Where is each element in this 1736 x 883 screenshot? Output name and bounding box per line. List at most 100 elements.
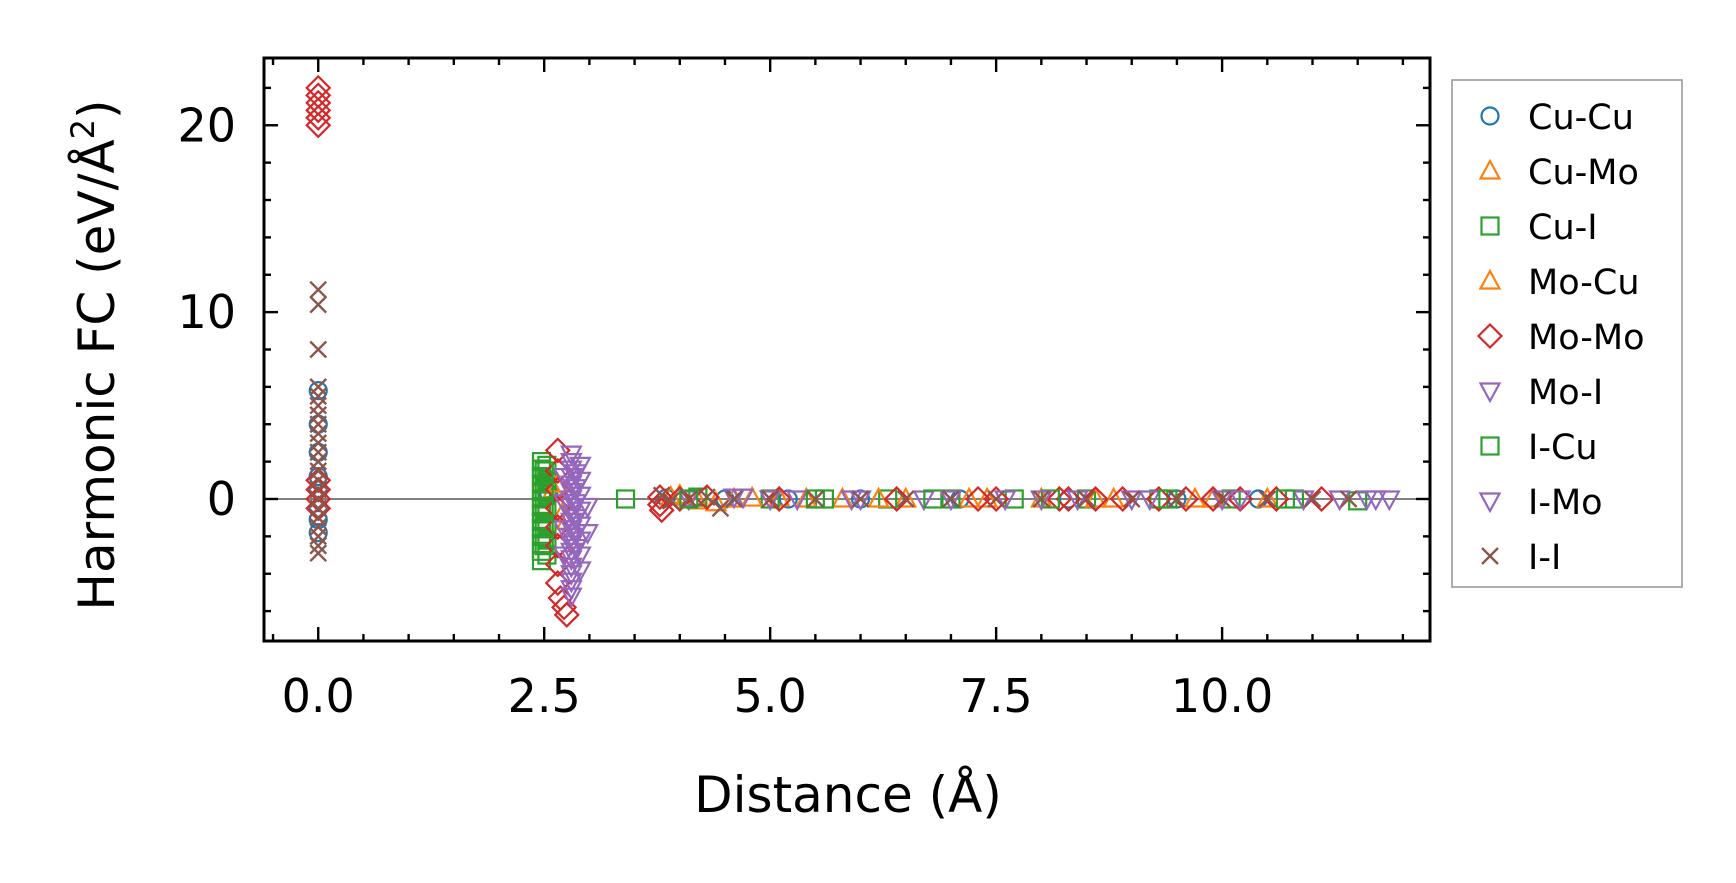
series-cu-i	[531, 452, 1368, 571]
data-point	[722, 488, 746, 510]
series-i-cu	[534, 461, 1295, 556]
data-point	[309, 406, 328, 424]
legend: Cu-Cu Cu-Mo Cu-I Mo-Cu Mo-Mo Mo-I I-Cu I-Mo I-I	[1451, 79, 1683, 588]
data-point	[537, 455, 557, 475]
data-point	[564, 538, 588, 560]
legend-marker	[1481, 547, 1499, 565]
data-point	[740, 485, 764, 507]
data-point	[559, 482, 583, 504]
legend-label: I-Mo	[1528, 483, 1603, 523]
data-point	[1258, 490, 1277, 508]
data-point	[305, 74, 332, 101]
data-point	[559, 542, 583, 564]
legend-marker	[1478, 158, 1502, 180]
data-point	[983, 485, 1010, 513]
legend-marker	[1478, 382, 1502, 404]
data-point	[309, 280, 328, 299]
series-cu-cu	[308, 381, 1268, 543]
data-point	[648, 497, 675, 524]
data-point	[1275, 489, 1295, 509]
data-point	[987, 490, 1005, 508]
data-point	[305, 467, 332, 494]
data-point	[564, 509, 588, 530]
legend-marker	[1480, 216, 1500, 236]
y-axis-title: Harmonic FC (eV/Å2)	[64, 99, 126, 610]
legend-frame	[1451, 79, 1683, 588]
data-point	[1210, 490, 1234, 512]
data-point	[1263, 485, 1290, 513]
data-point	[576, 524, 599, 545]
data-point	[758, 490, 782, 512]
legend-label: Cu-I	[1528, 208, 1598, 248]
data-point	[1364, 490, 1388, 512]
data-point	[559, 460, 583, 482]
legend-marker	[1476, 322, 1504, 350]
y-tick-label: 0	[207, 472, 236, 526]
legend-label: Cu-Cu	[1528, 98, 1634, 138]
data-point	[534, 480, 554, 500]
legend-marker	[1478, 268, 1502, 290]
data-point	[564, 494, 588, 516]
data-point	[534, 461, 554, 481]
series-mo-i	[552, 445, 1401, 609]
data-point	[559, 527, 583, 549]
data-point	[564, 464, 588, 486]
data-point	[867, 486, 890, 508]
data-point	[1292, 490, 1315, 512]
data-point	[559, 572, 583, 594]
data-point	[309, 340, 328, 359]
data-point	[309, 499, 328, 518]
data-point	[785, 490, 809, 512]
legend-item: I-Cu	[1480, 428, 1598, 468]
y-axis-title-end: )	[68, 99, 126, 119]
x-axis-title: Distance (Å)	[694, 766, 1002, 824]
data-point	[1183, 486, 1207, 508]
data-point	[1077, 490, 1096, 508]
y-tick-label: 10	[177, 285, 236, 339]
data-point	[679, 490, 698, 508]
data-point	[305, 112, 332, 139]
legend-label: Mo-Mo	[1528, 318, 1645, 358]
data-point	[679, 489, 699, 509]
data-point	[308, 523, 328, 543]
legend-item: Cu-I	[1480, 208, 1598, 248]
data-point	[993, 490, 1017, 512]
data-point	[883, 485, 910, 513]
data-point	[576, 497, 599, 519]
data-point	[975, 486, 999, 508]
x-tick-label: 7.5	[960, 669, 1033, 723]
legend-label: I-Cu	[1528, 428, 1598, 468]
data-point	[1120, 490, 1144, 512]
series-i-i	[309, 280, 1358, 563]
data-point	[1032, 490, 1051, 508]
y-axis-title-main: Harmonic FC (eV/Å	[68, 139, 126, 610]
data-point	[761, 490, 780, 508]
data-point	[942, 490, 960, 508]
legend-item: I-I	[1481, 538, 1561, 578]
data-point	[1138, 490, 1162, 512]
data-point	[1200, 485, 1227, 513]
data-point	[725, 490, 743, 508]
data-point	[939, 490, 963, 512]
data-points	[305, 74, 1401, 628]
data-point	[559, 580, 583, 601]
data-point	[305, 89, 332, 116]
data-point	[1328, 490, 1351, 512]
data-point	[305, 104, 332, 131]
data-point	[1213, 490, 1231, 508]
plot-frame	[262, 56, 1432, 643]
legend-item: I-Mo	[1478, 483, 1603, 523]
data-point	[559, 587, 583, 609]
data-point	[559, 512, 583, 534]
data-point	[305, 485, 332, 513]
series-i-mo	[564, 464, 1388, 560]
data-point	[711, 499, 730, 518]
data-point	[1122, 490, 1141, 508]
data-point	[1109, 485, 1136, 513]
data-point	[1145, 485, 1172, 513]
data-point	[806, 490, 825, 508]
data-point	[309, 415, 328, 434]
data-point	[564, 524, 588, 545]
data-point	[693, 484, 720, 511]
